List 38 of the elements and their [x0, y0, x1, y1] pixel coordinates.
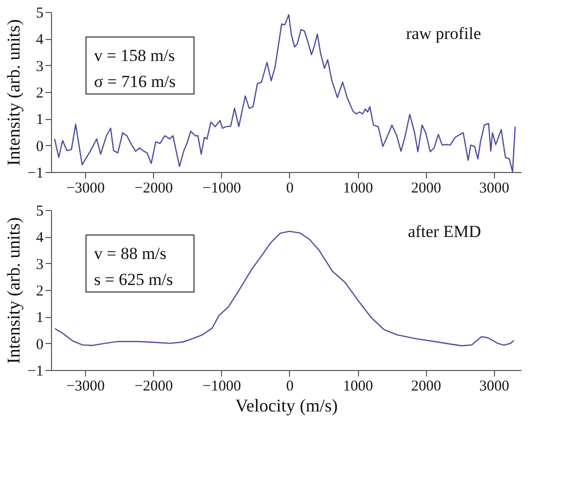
y-tick-label: 5 — [36, 204, 44, 220]
x-tick-label: −1000 — [202, 180, 242, 196]
y-tick-label: 0 — [36, 138, 44, 155]
x-tick-label: −3000 — [66, 378, 105, 394]
line-series — [54, 14, 516, 173]
x-tick-label: −2000 — [134, 378, 173, 394]
annotation: v = 158 m/s — [94, 46, 175, 65]
y-tick-label: 0 — [36, 336, 44, 353]
annotation: after EMD — [408, 222, 481, 241]
x-tick-label: −1000 — [202, 378, 242, 394]
x-tick-label: 3000 — [479, 180, 510, 196]
y-tick-label: 1 — [36, 112, 44, 128]
x-tick-label: 2000 — [411, 180, 442, 196]
x-tick-label: 1000 — [343, 378, 374, 394]
y-tick-label: −1 — [28, 166, 44, 182]
y-tick-label: 4 — [36, 32, 44, 48]
y-tick-label: 2 — [36, 284, 44, 300]
y-tick-label: 2 — [36, 86, 44, 102]
y-tick-label: 5 — [36, 6, 44, 22]
y-tick-label: 1 — [36, 310, 44, 326]
annotation: v = 88 m/s — [94, 244, 166, 263]
annotation: σ = 716 m/s — [94, 72, 176, 91]
x-tick-label: 3000 — [479, 378, 510, 394]
annotation: raw profile — [406, 24, 481, 43]
x-tick-label: 2000 — [411, 378, 442, 394]
x-tick-label: −3000 — [66, 180, 105, 196]
y-tick-label: −1 — [28, 364, 44, 380]
x-tick-label: −2000 — [134, 180, 173, 196]
y-tick-label: 4 — [36, 230, 44, 246]
y-axis-title: Intensity (arb. units) — [4, 19, 24, 166]
x-axis-title: Velocity (m/s) — [235, 396, 338, 416]
annotation: s = 625 m/s — [94, 270, 174, 289]
x-tick-label: 1000 — [343, 180, 374, 196]
x-tick-label: 0 — [286, 180, 294, 196]
y-tick-label: 3 — [36, 58, 44, 75]
y-axis-title: Intensity (arb. units) — [4, 217, 24, 364]
x-tick-label: 0 — [286, 378, 294, 394]
y-tick-label: 3 — [36, 256, 44, 273]
